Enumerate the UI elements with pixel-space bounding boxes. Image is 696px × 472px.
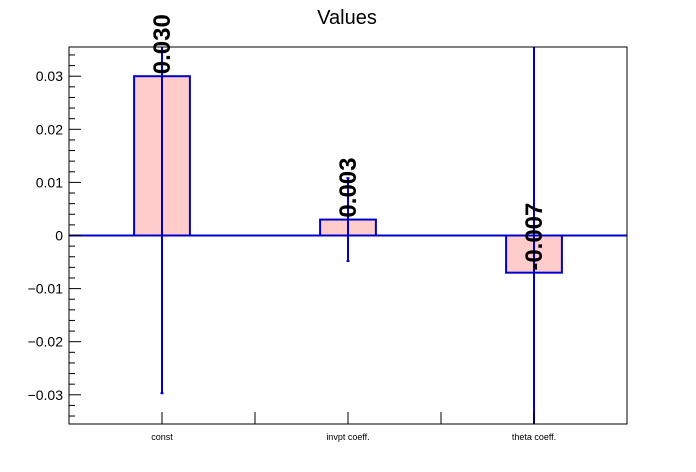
axes-layer xyxy=(68,46,628,425)
value-label-1: 0.003 xyxy=(335,158,362,218)
y-tick-label-2: −0.01 xyxy=(28,281,64,297)
y-tick-label-3: 0 xyxy=(55,228,63,244)
y-tick-label-4: 0.01 xyxy=(36,174,63,190)
y-tick-label-5: 0.02 xyxy=(36,121,63,137)
category-label-0: const xyxy=(151,432,173,442)
y-tick-label-6: 0.03 xyxy=(36,68,63,84)
y-tick-label-1: −0.02 xyxy=(28,334,64,350)
category-label-1: invpt coeff. xyxy=(326,432,369,442)
value-label-0: 0.030 xyxy=(149,14,176,74)
bars-layer xyxy=(133,47,563,424)
y-tick-label-0: −0.03 xyxy=(28,387,64,403)
chart-title: Values xyxy=(317,7,377,29)
category-label-2: theta coeff. xyxy=(512,432,556,442)
value-label-2: -0.007 xyxy=(521,203,548,271)
